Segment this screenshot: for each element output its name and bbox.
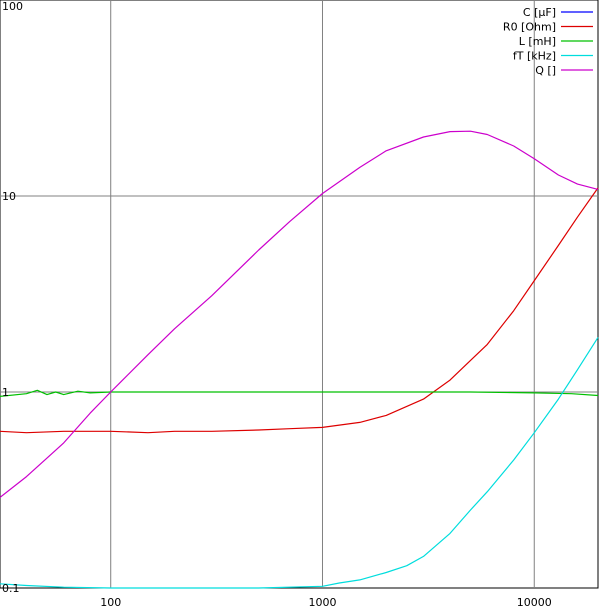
plot-area — [0, 0, 599, 589]
x-tick-label: 1000 — [308, 596, 336, 606]
legend-label: C [µF] — [523, 6, 556, 19]
tick-labels: 100 1000 10000 100 10 1 0.1 — [2, 0, 552, 606]
legend-label: R0 [Ohm] — [503, 21, 556, 34]
y-tick-label: 10 — [2, 190, 16, 203]
x-tick-label: 100 — [100, 596, 121, 606]
y-tick-label: 100 — [2, 0, 23, 13]
legend-label: Q [] — [535, 64, 556, 77]
x-tick-label: 10000 — [517, 596, 552, 606]
y-tick-label: 0.1 — [2, 582, 20, 595]
legend-label: L [mH] — [519, 35, 556, 48]
series-group — [0, 130, 599, 589]
legend-label: fT [kHz] — [513, 50, 556, 63]
series-line — [0, 130, 599, 498]
series-line — [0, 337, 599, 589]
y-tick-label: 1 — [2, 386, 9, 399]
series-line — [0, 187, 599, 434]
legend: C [µF] R0 [Ohm]L [mH] fT [kHz]Q [] — [503, 6, 593, 77]
